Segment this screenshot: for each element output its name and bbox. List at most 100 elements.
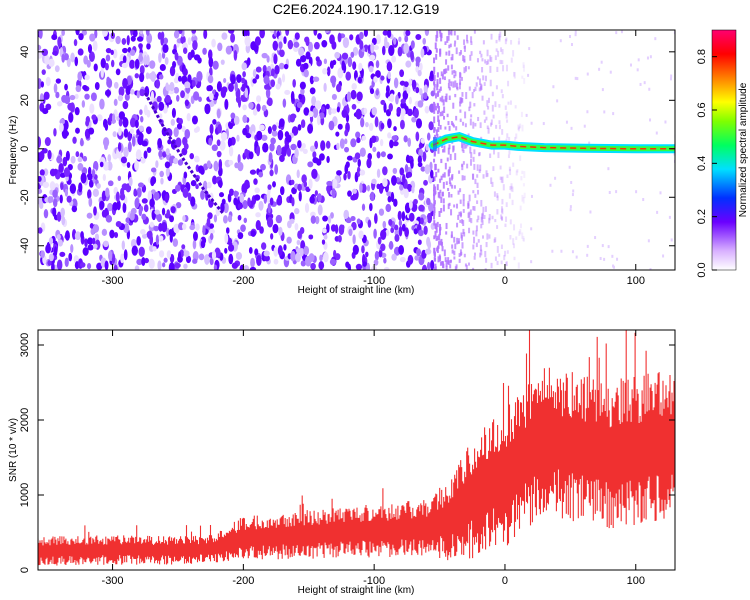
noise-mark xyxy=(237,153,241,164)
noise-mark xyxy=(348,228,353,237)
noise-mark xyxy=(344,129,349,137)
noise-mark xyxy=(91,114,97,121)
noise-mark xyxy=(177,159,184,166)
noise-mark xyxy=(355,108,362,120)
fade-noise-mark xyxy=(500,47,503,52)
fade-noise-mark xyxy=(442,181,445,189)
noise-mark xyxy=(74,231,81,241)
fade-noise-mark xyxy=(476,58,479,63)
noise-mark xyxy=(273,53,278,65)
fade-noise-mark xyxy=(523,192,526,199)
noise-mark xyxy=(270,68,275,77)
fade-noise-mark xyxy=(462,199,465,207)
fade-noise-mark xyxy=(452,122,455,127)
noise-mark xyxy=(273,246,279,257)
noise-mark xyxy=(148,258,155,269)
noise-mark xyxy=(204,103,211,115)
noise-mark xyxy=(80,172,87,184)
fade-noise-mark xyxy=(469,54,472,61)
fade-noise-mark xyxy=(475,225,478,232)
fade-noise-mark xyxy=(500,89,503,94)
noise-mark xyxy=(146,109,151,118)
fade-noise-mark xyxy=(495,39,498,44)
noise-mark xyxy=(208,66,213,78)
fade-noise-mark xyxy=(462,161,465,165)
noise-mark xyxy=(195,126,200,133)
noise-mark xyxy=(270,137,276,145)
snr-frame xyxy=(37,329,676,571)
noise-mark xyxy=(315,56,320,62)
noise-mark xyxy=(139,65,145,75)
fade-noise-mark xyxy=(461,92,464,97)
fade-noise-mark xyxy=(487,106,490,110)
fade-noise-mark xyxy=(507,80,510,87)
noise-mark xyxy=(102,137,110,148)
noise-mark xyxy=(358,62,363,72)
fade-noise-mark xyxy=(462,228,465,235)
spectrogram-y-tick-label: 0 xyxy=(19,146,31,152)
noise-mark xyxy=(341,52,349,60)
fade-noise-mark xyxy=(443,145,446,153)
fade-noise-mark xyxy=(448,44,451,49)
fade-noise-mark xyxy=(439,30,442,34)
noise-mark xyxy=(212,175,218,185)
noise-mark xyxy=(209,223,215,229)
noise-mark xyxy=(249,169,257,175)
noise-mark xyxy=(244,87,249,99)
fade-noise-mark xyxy=(513,224,516,231)
sparse-noise-mark xyxy=(594,236,597,240)
fade-noise-mark xyxy=(489,153,492,158)
noise-mark xyxy=(130,35,136,42)
noise-mark xyxy=(158,150,163,158)
noise-mark xyxy=(429,70,435,80)
noise-mark xyxy=(195,223,200,231)
sparse-noise-mark xyxy=(554,176,557,180)
noise-mark xyxy=(347,56,353,68)
noise-mark xyxy=(152,101,158,112)
fade-noise-mark xyxy=(440,34,443,42)
fade-noise-mark xyxy=(501,49,504,55)
noise-mark xyxy=(137,182,144,188)
fade-noise-mark xyxy=(459,118,462,123)
noise-mark xyxy=(303,245,310,256)
noise-mark xyxy=(53,246,58,257)
noise-mark xyxy=(77,71,83,82)
noise-mark xyxy=(312,157,319,164)
noise-mark xyxy=(58,163,64,173)
fade-noise-mark xyxy=(500,268,503,270)
noise-mark xyxy=(424,30,430,36)
noise-mark xyxy=(164,56,169,65)
fade-noise-mark xyxy=(435,105,438,111)
noise-mark xyxy=(140,156,146,164)
noise-mark xyxy=(263,75,270,85)
noise-mark xyxy=(206,160,212,169)
noise-mark xyxy=(223,77,227,84)
noise-mark xyxy=(134,265,140,270)
noise-mark xyxy=(111,253,116,264)
noise-mark xyxy=(264,84,269,90)
noise-mark xyxy=(326,223,330,233)
sparse-noise-mark xyxy=(643,81,646,85)
noise-mark xyxy=(162,37,169,45)
fade-noise-mark xyxy=(433,152,436,157)
noise-mark xyxy=(84,238,88,248)
noise-mark xyxy=(326,155,330,164)
snr-x-tick-label: 0 xyxy=(502,575,508,587)
spectrogram-x-tick-label: 100 xyxy=(627,275,645,287)
noise-mark xyxy=(60,207,65,218)
noise-mark xyxy=(64,95,71,105)
sparse-noise-mark xyxy=(542,122,545,126)
fade-noise-mark xyxy=(463,253,466,258)
fade-noise-mark xyxy=(472,190,475,194)
noise-mark xyxy=(423,225,428,235)
noise-mark xyxy=(127,141,132,153)
fade-noise-mark xyxy=(451,173,454,179)
fade-noise-mark xyxy=(468,227,471,234)
fade-noise-mark xyxy=(443,249,446,257)
fade-noise-mark xyxy=(481,67,484,73)
fade-noise-mark xyxy=(433,189,436,196)
fade-noise-mark xyxy=(448,95,451,101)
noise-mark xyxy=(424,105,430,114)
noise-mark xyxy=(388,240,394,250)
noise-mark xyxy=(176,55,183,66)
